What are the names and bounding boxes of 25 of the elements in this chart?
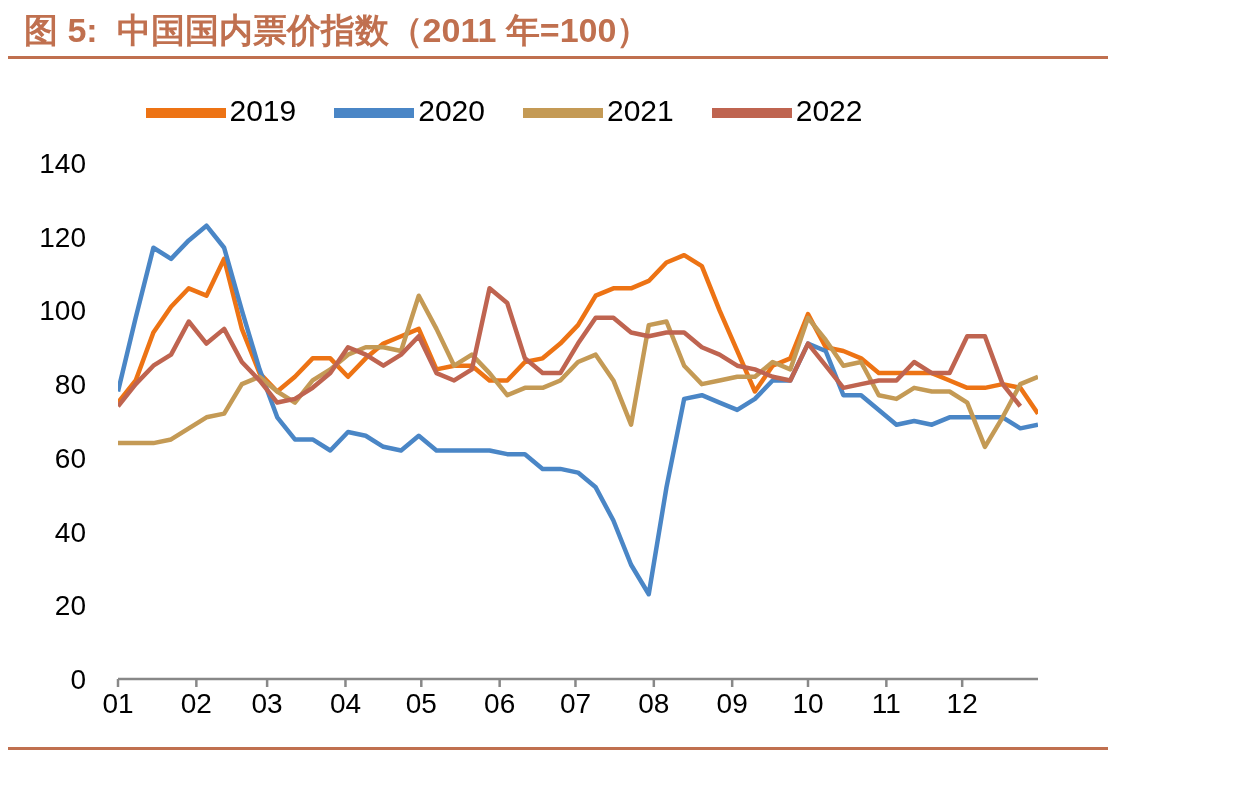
y-tick-label: 80 — [54, 369, 86, 401]
y-tick-label: 100 — [39, 295, 86, 327]
y-tick-label: 20 — [54, 590, 86, 622]
y-tick-label: 0 — [70, 663, 86, 695]
x-tick-label: 06 — [484, 687, 516, 719]
chart-title: 图 5: 中国国内票价指数（2011 年=100） — [8, 8, 1108, 59]
x-tick-label: 01 — [102, 687, 134, 719]
x-tick-label: 12 — [946, 687, 978, 719]
x-tick-label: 09 — [716, 687, 748, 719]
legend-label: 2021 — [607, 93, 674, 127]
x-tick-label: 10 — [792, 687, 824, 719]
legend-label: 2022 — [795, 93, 863, 127]
x-tick-label: 08 — [638, 687, 670, 719]
x-tick-label: 11 — [871, 687, 901, 719]
x-tick-label: 04 — [329, 687, 362, 719]
y-tick-label: 60 — [54, 442, 86, 474]
y-tick-label: 40 — [54, 516, 86, 548]
legend-label: 2019 — [229, 93, 297, 127]
y-tick-label: 140 — [39, 147, 86, 179]
legend-label: 2020 — [418, 93, 485, 127]
x-tick-label: 03 — [251, 687, 283, 719]
x-tick-label: 07 — [559, 687, 592, 719]
x-tick-label: 05 — [405, 687, 437, 719]
x-tick-label: 02 — [180, 687, 212, 719]
y-tick-label: 120 — [39, 221, 86, 253]
